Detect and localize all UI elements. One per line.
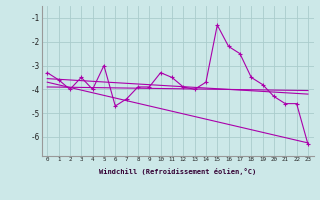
X-axis label: Windchill (Refroidissement éolien,°C): Windchill (Refroidissement éolien,°C) [99,168,256,175]
